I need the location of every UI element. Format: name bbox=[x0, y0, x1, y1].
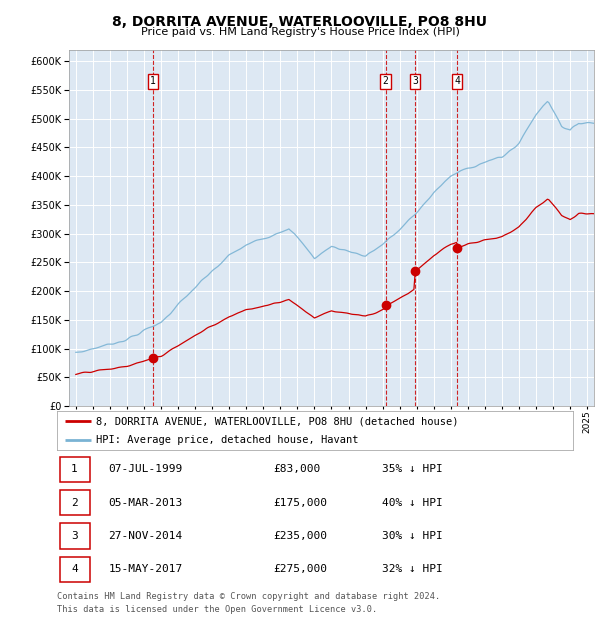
Text: 4: 4 bbox=[71, 564, 78, 574]
Text: 2: 2 bbox=[71, 498, 78, 508]
Text: 07-JUL-1999: 07-JUL-1999 bbox=[109, 464, 183, 474]
Text: 32% ↓ HPI: 32% ↓ HPI bbox=[382, 564, 443, 574]
Text: 27-NOV-2014: 27-NOV-2014 bbox=[109, 531, 183, 541]
Text: £83,000: £83,000 bbox=[274, 464, 321, 474]
Text: 8, DORRITA AVENUE, WATERLOOVILLE, PO8 8HU (detached house): 8, DORRITA AVENUE, WATERLOOVILLE, PO8 8H… bbox=[96, 417, 458, 427]
Text: This data is licensed under the Open Government Licence v3.0.: This data is licensed under the Open Gov… bbox=[57, 604, 377, 614]
Text: 35% ↓ HPI: 35% ↓ HPI bbox=[382, 464, 443, 474]
Text: 4: 4 bbox=[454, 76, 460, 86]
Text: 2: 2 bbox=[383, 76, 388, 86]
FancyBboxPatch shape bbox=[59, 490, 89, 515]
Text: Contains HM Land Registry data © Crown copyright and database right 2024.: Contains HM Land Registry data © Crown c… bbox=[57, 592, 440, 601]
Text: 1: 1 bbox=[71, 464, 78, 474]
Text: 30% ↓ HPI: 30% ↓ HPI bbox=[382, 531, 443, 541]
Text: 3: 3 bbox=[71, 531, 78, 541]
FancyBboxPatch shape bbox=[59, 456, 89, 482]
Text: £175,000: £175,000 bbox=[274, 498, 328, 508]
Text: 8, DORRITA AVENUE, WATERLOOVILLE, PO8 8HU: 8, DORRITA AVENUE, WATERLOOVILLE, PO8 8H… bbox=[113, 16, 487, 30]
Text: 40% ↓ HPI: 40% ↓ HPI bbox=[382, 498, 443, 508]
FancyBboxPatch shape bbox=[59, 557, 89, 582]
Text: 05-MAR-2013: 05-MAR-2013 bbox=[109, 498, 183, 508]
Text: 1: 1 bbox=[150, 76, 156, 86]
Text: 3: 3 bbox=[412, 76, 418, 86]
Text: Price paid vs. HM Land Registry's House Price Index (HPI): Price paid vs. HM Land Registry's House … bbox=[140, 27, 460, 37]
Text: 15-MAY-2017: 15-MAY-2017 bbox=[109, 564, 183, 574]
Text: £235,000: £235,000 bbox=[274, 531, 328, 541]
FancyBboxPatch shape bbox=[59, 523, 89, 549]
Text: £275,000: £275,000 bbox=[274, 564, 328, 574]
Text: HPI: Average price, detached house, Havant: HPI: Average price, detached house, Hava… bbox=[96, 435, 358, 445]
